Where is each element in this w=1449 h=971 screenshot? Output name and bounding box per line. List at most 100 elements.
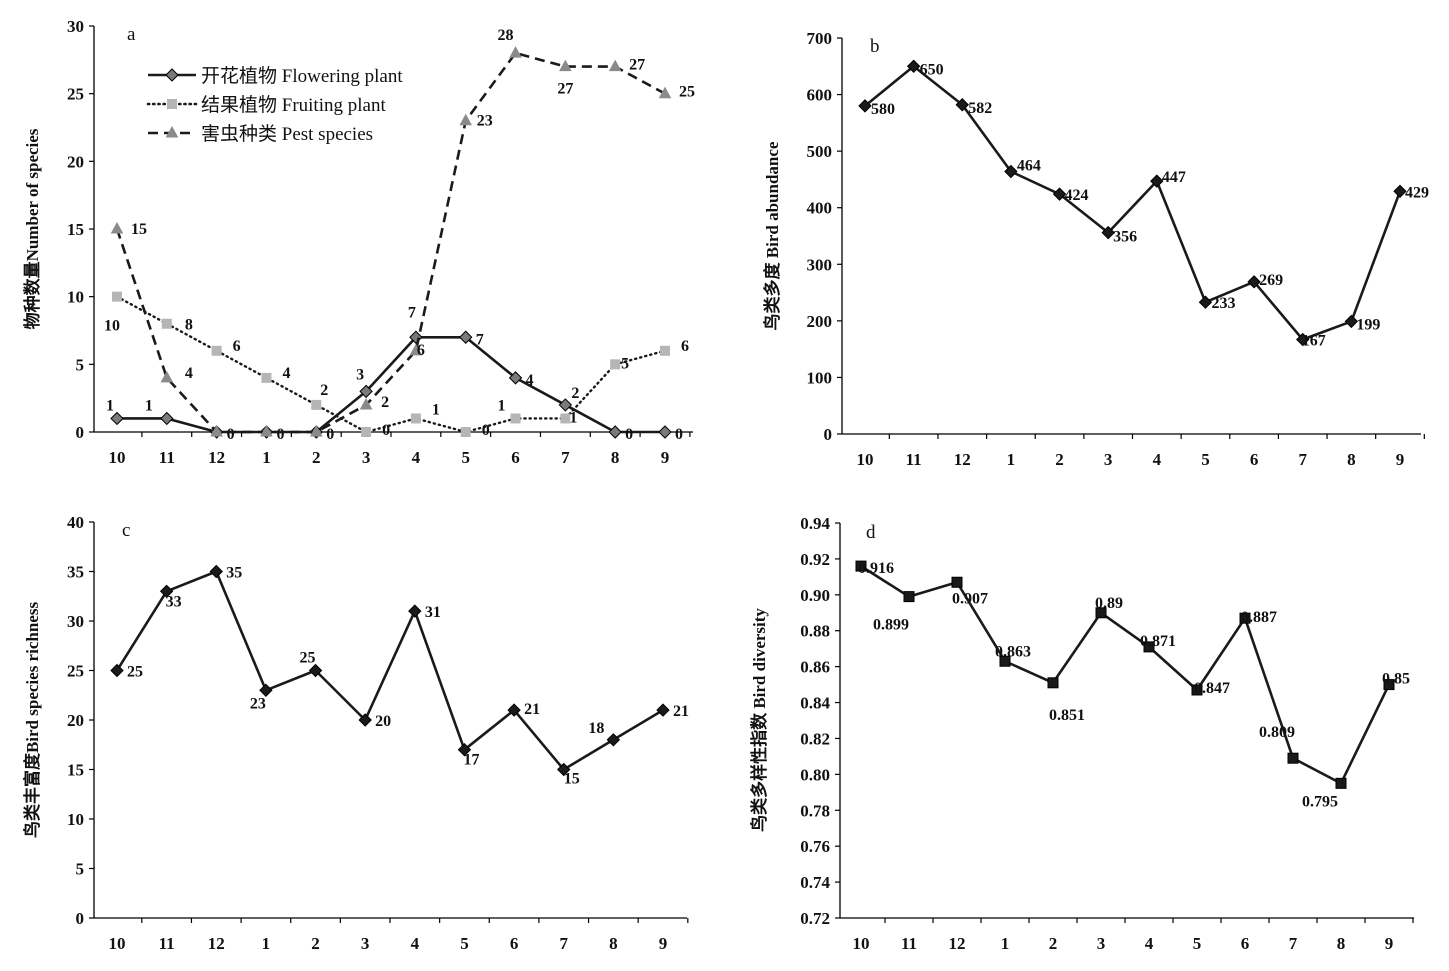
y-tick-label: 15 (67, 220, 84, 239)
x-tick-label: 12 (208, 934, 225, 953)
y-tick-label: 20 (67, 152, 84, 171)
data-point (260, 425, 273, 437)
y-tick-label: 10 (67, 288, 84, 307)
y-tick-label: 0.82 (800, 729, 830, 748)
x-tick-label: 9 (661, 448, 670, 467)
data-label: 429 (1405, 184, 1429, 201)
data-point (1143, 641, 1155, 653)
data-label: 0.847 (1194, 680, 1230, 697)
data-point (906, 59, 921, 73)
data-point (361, 427, 372, 437)
data-label: 1 (432, 401, 440, 418)
data-point (409, 343, 423, 356)
y-axis-title: 物种数量Number of species (22, 128, 42, 329)
data-label: 0.89 (1095, 595, 1123, 612)
data-label: 3 (356, 366, 364, 383)
data-label: 0.887 (1241, 609, 1277, 626)
data-label: 20 (375, 713, 391, 730)
data-label: 0 (326, 426, 334, 443)
data-point (1296, 332, 1310, 347)
x-tick-label: 8 (611, 448, 620, 467)
x-tick-label: 7 (1289, 934, 1298, 953)
y-tick-label: 0.72 (800, 909, 830, 928)
data-point (955, 98, 969, 112)
y-axis-title: 鸟类多度 Bird abundance (762, 141, 782, 330)
data-point (160, 370, 174, 383)
data-point (509, 46, 522, 58)
data-point (1287, 752, 1299, 764)
data-point (560, 413, 571, 424)
x-tick-label: 9 (659, 934, 668, 953)
data-point (1247, 275, 1261, 289)
data-label: 0.85 (1382, 671, 1410, 688)
panel-label: c (122, 520, 130, 541)
data-label: 18 (588, 720, 604, 737)
y-tick-label: 0 (76, 909, 85, 928)
data-label: 28 (498, 27, 514, 44)
data-point (510, 413, 521, 424)
x-tick-label: 2 (1049, 934, 1058, 953)
data-point (858, 99, 872, 113)
legend-marker (167, 99, 177, 109)
legend-item: 害虫种类 Pest species (148, 123, 373, 145)
data-label: 6 (233, 338, 241, 355)
data-point (311, 399, 322, 410)
x-tick-label: 3 (362, 448, 371, 467)
y-tick-label: 25 (67, 662, 84, 681)
data-point (209, 564, 223, 579)
data-point (508, 371, 523, 385)
y-tick-label: 0.94 (800, 514, 830, 533)
x-tick-label: 11 (901, 934, 917, 953)
data-label: 25 (679, 84, 695, 101)
series-line (864, 64, 1402, 341)
x-tick-label: 5 (461, 448, 470, 467)
data-label: 2 (571, 385, 579, 402)
data-label: 23 (477, 113, 493, 130)
y-tick-label: 700 (807, 29, 833, 48)
data-point (211, 345, 222, 356)
data-point (1052, 187, 1067, 201)
data-point (903, 591, 915, 603)
data-label: 2 (320, 382, 328, 399)
y-tick-label: 0 (824, 425, 833, 444)
legend: 开花植物 Flowering plant 结果植物 Fruiting plant 害… (146, 65, 403, 145)
x-tick-label: 1 (1001, 934, 1010, 953)
data-point (359, 384, 373, 399)
y-tick-label: 0.74 (800, 873, 830, 892)
data-label: 10 (104, 318, 120, 335)
legend-label: 结果植物 Fruiting plant (201, 94, 386, 116)
y-tick-label: 600 (807, 86, 833, 105)
data-label: 4 (282, 365, 290, 382)
x-tick-label: 4 (1145, 934, 1154, 953)
data-label: 27 (629, 57, 645, 74)
data-point (1383, 679, 1395, 691)
data-point (159, 584, 174, 599)
data-point (261, 372, 272, 383)
data-point (658, 86, 672, 99)
data-point (610, 359, 621, 370)
data-label: 0.907 (952, 590, 988, 607)
x-tick-label: 9 (1396, 450, 1405, 469)
data-label: 0 (625, 426, 633, 443)
x-tick-label: 6 (1250, 450, 1259, 469)
data-label: 35 (226, 565, 242, 582)
data-point (457, 742, 472, 757)
x-tick-label: 10 (857, 450, 874, 469)
y-tick-label: 0.76 (800, 837, 830, 856)
x-tick-label: 6 (511, 448, 520, 467)
data-point (408, 604, 422, 618)
data-point (1150, 174, 1164, 188)
y-tick-label: 500 (807, 142, 833, 161)
data-point (308, 663, 323, 678)
x-tick-label: 5 (1201, 450, 1210, 469)
y-tick-label: 0.80 (800, 765, 830, 784)
data-point (460, 427, 471, 437)
x-tick-label: 6 (510, 934, 519, 953)
y-tick-label: 0.86 (800, 658, 830, 677)
data-point (1047, 677, 1059, 689)
data-point (558, 398, 573, 412)
x-tick-label: 9 (1385, 934, 1394, 953)
